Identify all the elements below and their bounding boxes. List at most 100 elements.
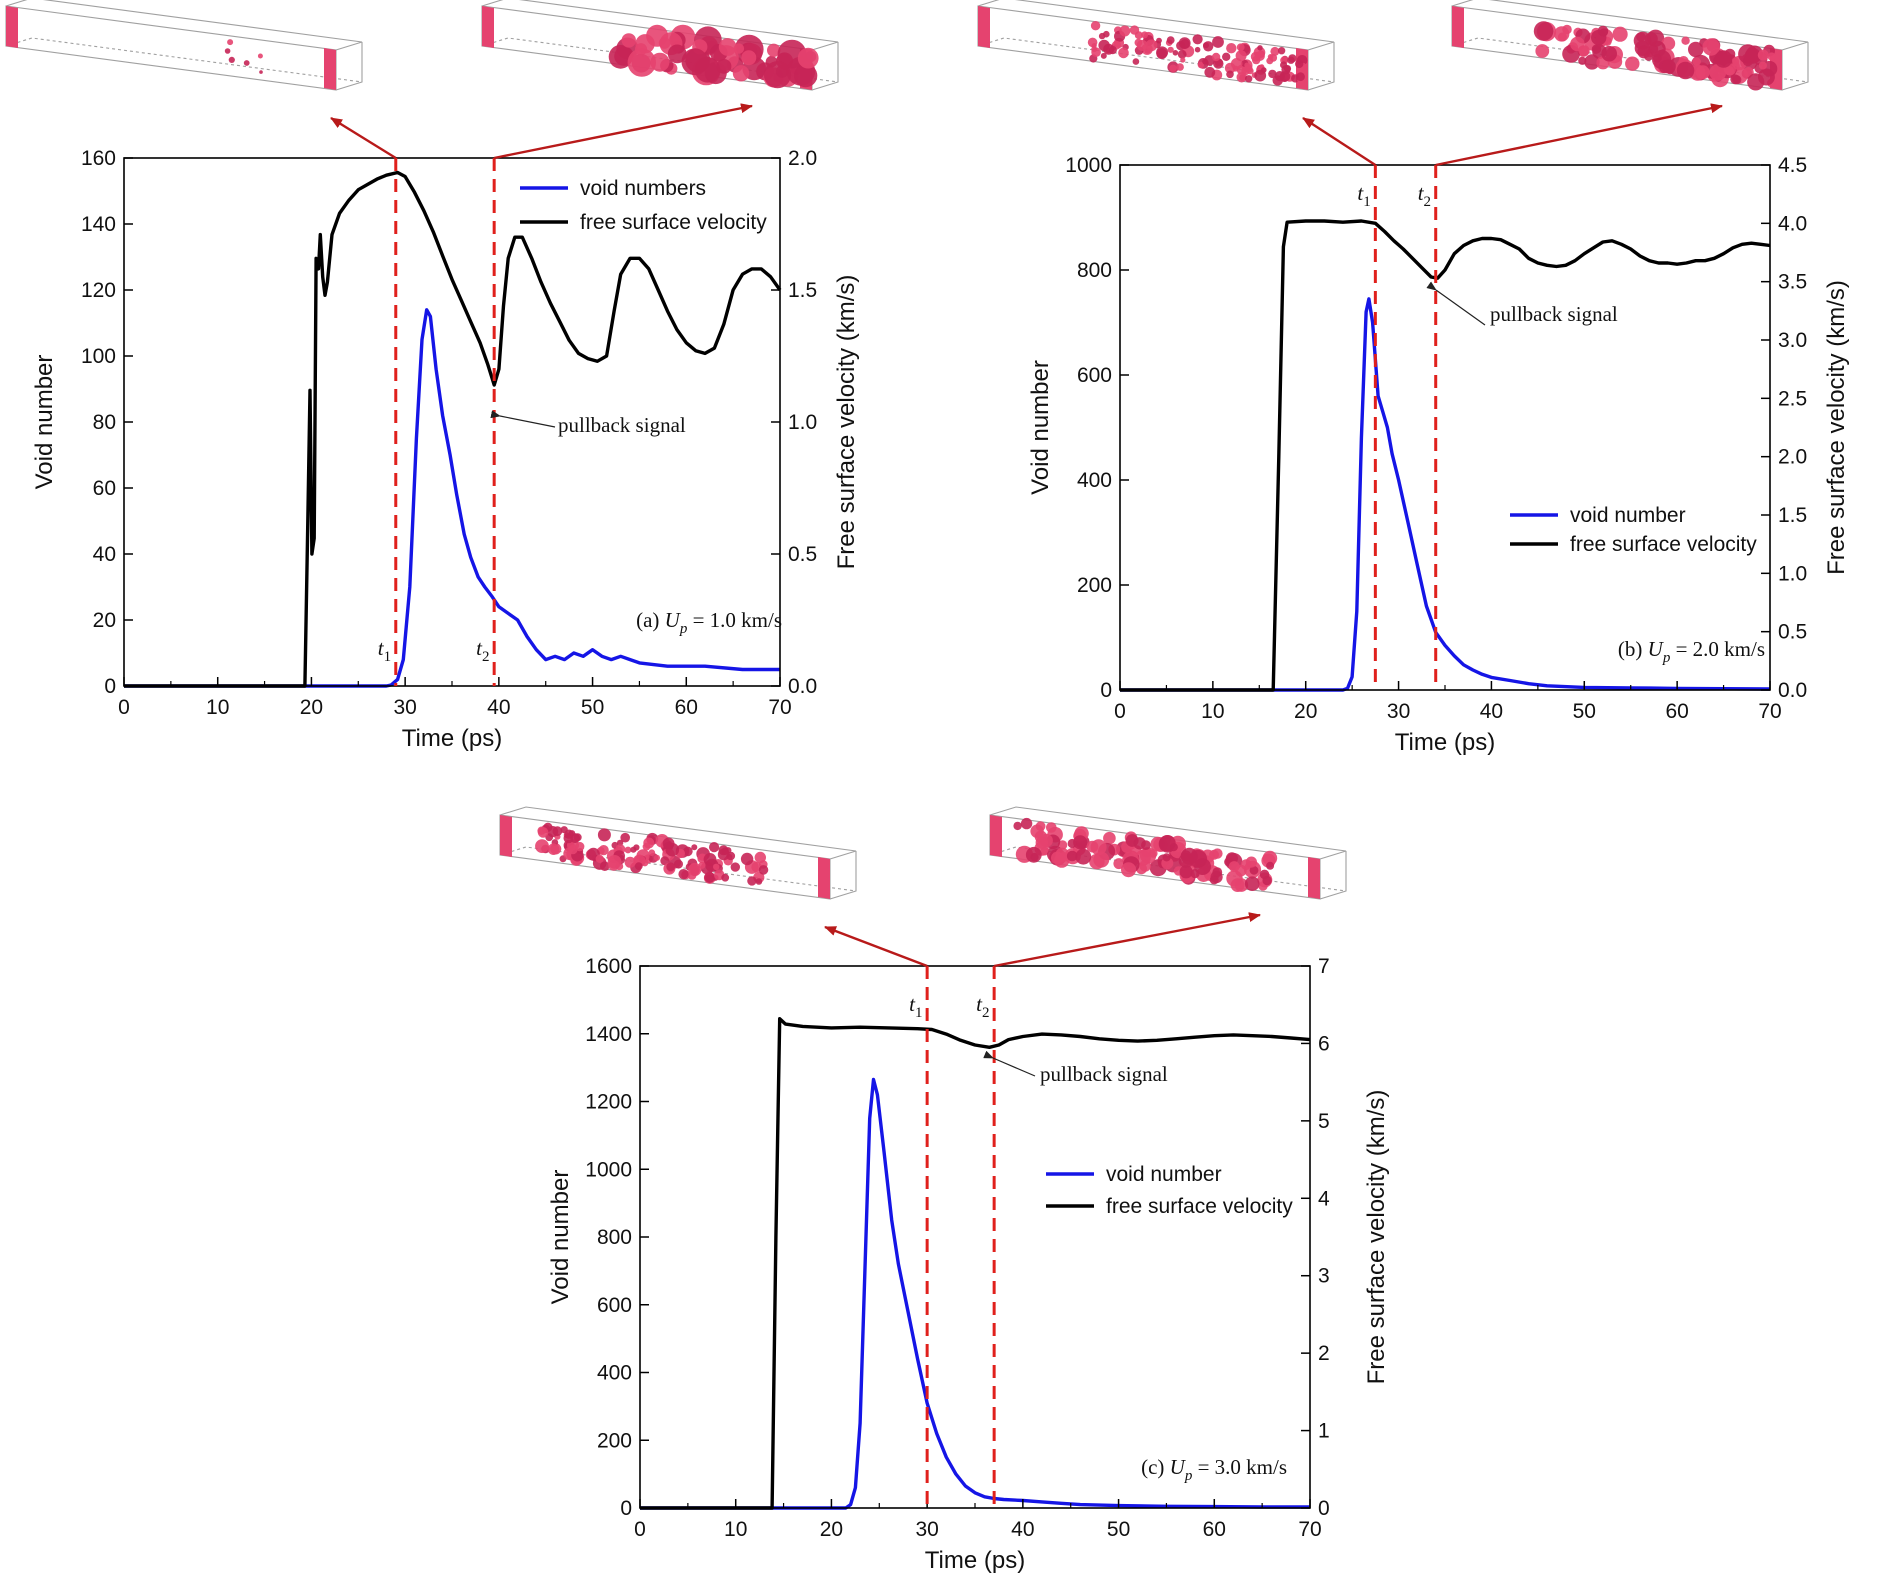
pullback-arrow [490, 410, 556, 428]
void-cluster [1139, 859, 1152, 872]
caption-variable: U [1648, 637, 1665, 661]
legend-label-velocity: free surface velocity [580, 211, 767, 234]
void-cluster [1236, 43, 1245, 52]
void-cluster [747, 876, 757, 886]
y-left-axis-title: Void number [547, 1170, 574, 1305]
box-left-cap [978, 6, 990, 48]
panel-caption: (c) Up = 3.0 km/s [1141, 1455, 1287, 1484]
pullback-label: pullback signal [1040, 1062, 1168, 1086]
void-cluster [1262, 850, 1278, 866]
simulation-box-icon [977, 0, 1335, 91]
void-cluster [1296, 72, 1305, 82]
y-left-tick-label: 0 [104, 675, 116, 698]
series-line-void-number [1120, 297, 1771, 692]
y-right-axis-title: Free surface velocity (km/s) [1823, 280, 1850, 575]
void-cluster [257, 53, 263, 59]
void-cluster [1245, 856, 1257, 868]
void-cluster [705, 874, 714, 883]
void-cluster [1758, 61, 1767, 70]
void-cluster [1267, 54, 1274, 60]
box-left-cap [1452, 6, 1464, 48]
void-cluster [688, 862, 702, 877]
x-tick-label: 50 [581, 696, 604, 719]
y-right-tick-label: 1 [1318, 1420, 1330, 1443]
y-left-tick-label: 1000 [1065, 154, 1112, 177]
void-cluster [678, 869, 689, 880]
void-cluster [721, 873, 730, 882]
y-left-tick-label: 100 [81, 345, 116, 368]
x-tick-label: 0 [634, 1518, 646, 1541]
y-left-tick-label: 400 [1077, 469, 1112, 492]
void-cluster [1709, 64, 1727, 81]
series-line-free-surface-velocity [640, 1017, 1311, 1510]
y-left-tick-label: 0 [1100, 679, 1112, 702]
void-cluster [1211, 52, 1221, 62]
plot-frame [1119, 164, 1771, 691]
t1-connector-arrow [330, 116, 397, 160]
void-cluster [1280, 61, 1288, 69]
void-cluster [1212, 867, 1223, 877]
void-cluster [1179, 865, 1193, 879]
void-cluster [224, 48, 231, 54]
x-axis-title: Time (ps) [925, 1547, 1025, 1574]
void-cluster [1090, 839, 1107, 856]
void-cluster [547, 843, 560, 855]
void-cluster [1197, 61, 1205, 69]
t1-label: t1 [909, 992, 922, 1021]
void-cluster [1162, 853, 1171, 862]
x-tick-label: 10 [206, 696, 229, 719]
y-left-axis-title: Void number [1027, 360, 1054, 495]
legend: void number free surface velocity [1046, 1163, 1293, 1218]
y-right-tick-label: 2 [1318, 1342, 1330, 1365]
t1-label: t1 [1357, 181, 1370, 210]
y-right-tick-label: 0 [1318, 1497, 1330, 1520]
void-cluster [1747, 73, 1765, 91]
void-cluster [1681, 36, 1690, 45]
y-right-tick-label: 2.0 [788, 147, 817, 170]
caption-prefix: (b) [1618, 637, 1648, 661]
y-right-tick-label: 6 [1318, 1032, 1330, 1055]
t2-label: t2 [1418, 181, 1431, 210]
void-cluster [1190, 869, 1200, 879]
y-right-tick-label: 3.5 [1778, 271, 1807, 294]
y-left-tick-label: 800 [597, 1226, 632, 1249]
caption-subscript: p [1662, 650, 1671, 666]
void-cluster [1230, 878, 1245, 892]
void-cluster [1270, 46, 1280, 56]
y-left-tick-label: 1000 [585, 1158, 632, 1181]
void-cluster [1087, 37, 1098, 48]
x-tick-label: 50 [1107, 1518, 1130, 1541]
void-cluster [1230, 58, 1243, 70]
x-tick-label: 40 [487, 696, 510, 719]
x-tick-label: 30 [1387, 700, 1410, 723]
void-cluster [1103, 43, 1115, 55]
void-cluster [1584, 54, 1600, 70]
void-cluster [1599, 28, 1608, 37]
t2-subscript: 2 [1424, 194, 1432, 210]
void-cluster [1226, 43, 1237, 54]
panel-caption: (b) Up = 2.0 km/s [1618, 637, 1765, 666]
x-tick-label: 0 [1114, 700, 1126, 723]
void-cluster [1100, 52, 1107, 59]
legend-label-void: void number [1106, 1163, 1222, 1186]
void-cluster [537, 827, 549, 838]
y-right-tick-label: 1.5 [1778, 504, 1807, 527]
y-right-tick-label: 5 [1318, 1110, 1330, 1133]
void-cluster [1212, 848, 1223, 859]
x-axis-title: Time (ps) [402, 725, 502, 752]
void-cluster [1702, 38, 1720, 56]
void-cluster [1132, 58, 1140, 65]
void-cluster [1676, 61, 1695, 80]
void-cluster [228, 56, 235, 64]
x-tick-label: 20 [1294, 700, 1317, 723]
void-cluster [1093, 851, 1110, 868]
y-right-tick-label: 3 [1318, 1265, 1330, 1288]
void-cluster [243, 60, 250, 66]
void-cluster [1167, 46, 1174, 53]
simulation-box-icon [481, 0, 839, 91]
panel-caption: (a) Up = 1.0 km/s [636, 608, 782, 637]
void-cluster [658, 37, 671, 49]
x-tick-label: 60 [1665, 700, 1688, 723]
x-tick-label: 70 [768, 696, 791, 719]
